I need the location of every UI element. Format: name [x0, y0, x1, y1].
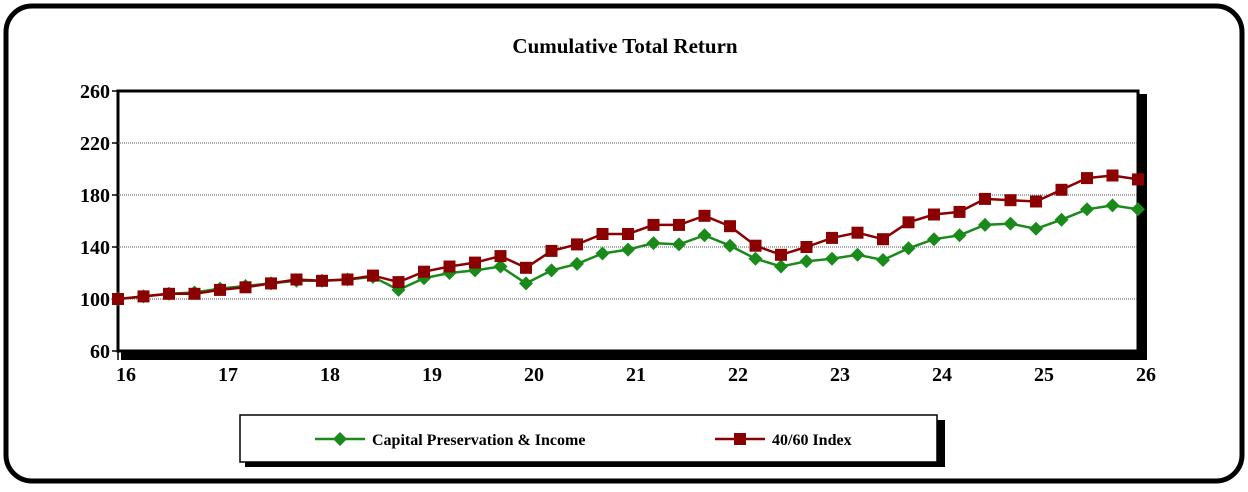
y-tick-label: 220: [80, 133, 110, 155]
marker: [290, 273, 303, 286]
legend-marker: [333, 432, 347, 446]
marker: [876, 253, 890, 267]
marker: [596, 228, 609, 240]
marker: [571, 238, 583, 251]
marker: [851, 226, 864, 239]
y-tick-label: 100: [80, 289, 110, 311]
marker: [953, 205, 966, 218]
marker: [1106, 169, 1119, 182]
x-tick-label: 25: [1034, 364, 1054, 386]
marker: [1132, 173, 1144, 186]
marker: [978, 217, 992, 232]
marker: [443, 260, 456, 273]
marker: [1080, 202, 1094, 217]
x-tick-label: 26: [1136, 364, 1156, 386]
marker: [1030, 195, 1042, 208]
marker: [826, 231, 838, 244]
chart-title: Cumulative Total Return: [512, 34, 738, 58]
plot: 60 100 140 180 220 260 16 17 18 19 20 21 22 23 24 25 26: [80, 81, 1156, 386]
x-tick-label: 21: [626, 364, 646, 386]
marker: [239, 281, 252, 294]
marker: [545, 244, 558, 257]
marker: [137, 290, 150, 303]
x-tick-label: 16: [116, 364, 136, 386]
marker: [672, 237, 686, 252]
legend-label: 40/60 Index: [772, 432, 852, 449]
marker: [112, 293, 124, 305]
x-tick-label: 23: [830, 364, 850, 386]
marker: [1003, 216, 1018, 231]
marker: [698, 209, 711, 222]
marker: [188, 287, 201, 300]
marker: [825, 251, 839, 266]
marker: [952, 228, 967, 243]
marker: [799, 254, 814, 269]
marker: [697, 228, 712, 243]
marker: [1004, 194, 1017, 207]
marker: [494, 250, 507, 263]
marker: [723, 238, 737, 253]
marker: [748, 251, 763, 266]
marker: [341, 273, 354, 286]
marker: [979, 192, 991, 205]
marker: [622, 228, 634, 240]
marker: [1054, 212, 1069, 227]
marker: [418, 265, 430, 278]
marker: [775, 248, 787, 261]
y-tick-label: 140: [80, 237, 110, 259]
x-tick-label: 19: [422, 364, 442, 386]
legend-label: Capital Preservation & Income: [372, 432, 585, 449]
marker: [724, 220, 736, 233]
x-tick-label: 20: [524, 364, 544, 386]
marker: [392, 276, 405, 289]
marker: [928, 208, 940, 221]
marker: [927, 232, 941, 247]
marker: [1081, 172, 1093, 185]
marker: [646, 236, 661, 251]
marker: [621, 242, 635, 257]
x-tick-label: 24: [932, 364, 952, 386]
marker: [520, 261, 532, 274]
y-tick-label: 260: [80, 81, 110, 103]
marker: [544, 263, 559, 278]
marker: [163, 287, 175, 300]
legend-marker: [734, 433, 746, 445]
marker: [850, 247, 865, 262]
x-tick-label: 18: [320, 364, 340, 386]
y-tick-label: 180: [80, 185, 110, 207]
marker: [901, 241, 916, 256]
marker: [214, 283, 226, 296]
marker: [519, 276, 533, 291]
marker: [647, 218, 660, 231]
marker: [469, 256, 481, 269]
marker: [265, 277, 277, 290]
marker: [316, 274, 328, 287]
marker: [493, 259, 508, 274]
y-tick-label: 60: [90, 341, 110, 363]
x-tick-label: 22: [728, 364, 748, 386]
marker: [595, 246, 610, 261]
marker: [749, 239, 762, 252]
marker: [1029, 221, 1043, 236]
marker: [877, 233, 889, 246]
marker: [1105, 198, 1120, 213]
marker: [1131, 202, 1145, 217]
marker: [367, 269, 379, 282]
marker: [1055, 183, 1068, 196]
marker: [800, 241, 813, 253]
x-tick-label: 17: [218, 364, 238, 386]
marker: [570, 256, 584, 271]
marker: [673, 218, 685, 231]
marker: [774, 259, 788, 274]
marker: [902, 216, 915, 229]
legend-entries: Capital Preservation & Income 40/60 Index: [315, 432, 852, 449]
